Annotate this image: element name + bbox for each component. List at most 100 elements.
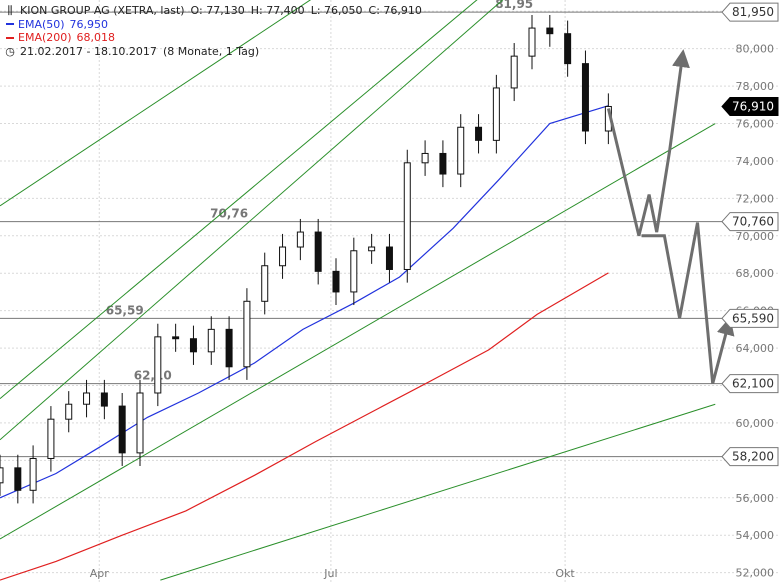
candle-body [261, 265, 269, 302]
legend-range-row: ◷ 21.02.2017 - 18.10.2017 (8 Monate, 1 T… [4, 45, 422, 59]
ema50-swatch [6, 23, 14, 26]
ema200-line [0, 272, 609, 581]
candle-body [475, 126, 483, 141]
candlesticks [0, 14, 612, 504]
level-label: 62,10 [134, 369, 172, 383]
candle-body [492, 87, 500, 141]
candle-body [172, 336, 180, 340]
y-tick-label: 56,000 [736, 492, 775, 505]
candle-body [279, 246, 287, 267]
trend-line [0, 123, 716, 540]
price-badge [721, 447, 779, 467]
ema200-value: 68,018 [76, 31, 116, 44]
y-tick-label: 60,000 [736, 417, 775, 430]
candle-body [332, 270, 340, 293]
candle-body [225, 328, 233, 368]
legend-ema200-row: EMA(200) 68,018 [4, 31, 422, 45]
y-tick-label: 70,000 [736, 230, 775, 243]
candle-body [546, 27, 554, 35]
price-badge [721, 2, 779, 22]
y-tick-label: 64,000 [736, 342, 775, 355]
open-value: O: 77,130 [190, 4, 245, 17]
date-range: 21.02.2017 - 18.10.2017 [20, 44, 157, 58]
y-tick-label: 78,000 [736, 80, 775, 93]
price-badge [721, 96, 779, 116]
horizontal-levels: 81,95 70,76 65,59 62,10 [0, 0, 722, 458]
y-tick-label: 76,000 [736, 118, 775, 131]
candle-body [14, 467, 22, 491]
high-value: H: 77,400 [250, 4, 305, 17]
candle-body [403, 162, 411, 270]
price-badge-label: 81,950 [732, 5, 774, 19]
candle-body [528, 27, 536, 57]
ema200-swatch [6, 36, 14, 39]
candle-body [47, 418, 55, 459]
trend-line [0, 0, 478, 399]
ema50-label: EMA(50) [18, 17, 65, 31]
x-tick-label: Jul [323, 567, 337, 580]
chart-legend: ⫼ KION GROUP AG (XETRA, last) O: 77,130 … [4, 4, 422, 58]
price-badge-label: 76,910 [732, 99, 774, 113]
x-tick-label: Okt [555, 567, 575, 580]
projection-paths [606, 49, 735, 384]
moving-averages [0, 105, 609, 581]
candle-body [385, 246, 393, 270]
level-label: 65,59 [106, 303, 144, 317]
level-label: 70,76 [210, 207, 248, 221]
candle-body [83, 392, 91, 405]
candle-body [29, 457, 37, 491]
candle-body [65, 403, 73, 420]
y-tick-label: 74,000 [736, 155, 775, 168]
y-tick-label: 54,000 [736, 529, 775, 542]
legend-instrument-row: ⫼ KION GROUP AG (XETRA, last) O: 77,130 … [4, 4, 422, 18]
candle-body [296, 231, 304, 248]
y-tick-label: 80,000 [736, 43, 775, 56]
trend-line [160, 403, 716, 581]
candle-body [243, 300, 251, 368]
period-text: (8 Monate, 1 Tag) [162, 44, 260, 58]
candle-body [421, 152, 429, 164]
candle-body [136, 392, 144, 454]
candle-body [350, 250, 358, 293]
candle-body [457, 126, 465, 175]
ema50-line [0, 105, 609, 499]
candle-body [154, 336, 162, 394]
price-badge-label: 65,590 [732, 311, 774, 325]
price-badge-label: 70,760 [732, 215, 774, 229]
candle-body [207, 328, 215, 353]
instrument-title: KION GROUP AG (XETRA, last) [20, 4, 185, 17]
candle-body [581, 63, 589, 132]
close-value: C: 76,910 [368, 4, 422, 17]
price-badge [721, 374, 779, 394]
candle-body [100, 392, 108, 407]
price-badge-label: 58,200 [732, 450, 774, 464]
y-tick-label: 68,000 [736, 267, 775, 280]
ema50-value: 76,950 [69, 17, 109, 31]
trend-line [0, 0, 312, 207]
projection-path-up [606, 49, 690, 237]
candle-body [564, 33, 572, 65]
x-tick-label: Apr [90, 567, 110, 580]
price-badge-label: 62,100 [732, 377, 774, 391]
projection-path-down [641, 222, 735, 384]
clock-icon: ◷ [5, 44, 15, 58]
low-value: L: 76,050 [310, 4, 363, 17]
trend-line [0, 0, 504, 441]
candle-body [0, 467, 4, 484]
y-tick-label: 52,000 [736, 567, 775, 580]
candle-body [439, 152, 447, 175]
candle-body [314, 231, 322, 272]
candlestick-icon: ⫼ [7, 4, 13, 17]
candle-body [189, 338, 197, 353]
candle-body [118, 405, 126, 454]
price-badge [721, 212, 779, 232]
ema200-label: EMA(200) [18, 31, 72, 44]
legend-ema50-row: EMA(50) 76,950 [4, 18, 422, 32]
candle-body [510, 55, 518, 89]
price-axis: 52,00054,00056,00058,00060,00062,00064,0… [90, 2, 779, 580]
candle-body [368, 246, 376, 252]
trend-channels [0, 0, 716, 581]
y-tick-label: 72,000 [736, 192, 775, 205]
